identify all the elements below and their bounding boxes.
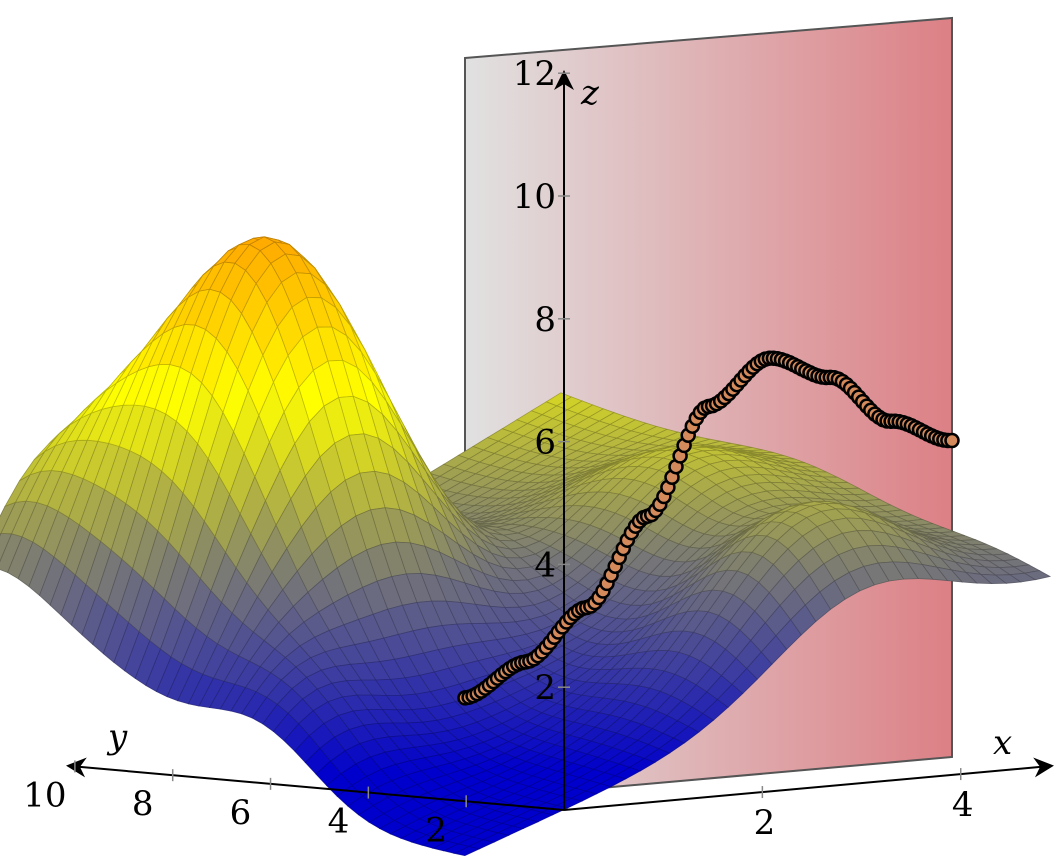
y-tick-label: 2 — [425, 810, 447, 850]
x-axis-label: x — [993, 723, 1012, 763]
y-tick-label: 10 — [23, 775, 66, 815]
y-axis-line — [66, 757, 565, 811]
z-tick-label: 10 — [513, 177, 556, 217]
surface-patch — [1023, 570, 1052, 581]
axes: 2 4 6 8 10 12 2 4 2 4 6 8 10 — [23, 54, 1054, 850]
x-tick-label: 2 — [754, 803, 776, 843]
y-tick-label: 6 — [230, 793, 252, 833]
curve-markers — [457, 350, 960, 706]
y-tick-label: 4 — [328, 802, 350, 842]
z-tick-label: 8 — [534, 300, 556, 340]
z-tick-label: 12 — [513, 54, 556, 94]
x-axis-line — [563, 757, 1054, 811]
curve-marker — [944, 432, 960, 449]
y-tick-label: 8 — [132, 784, 154, 824]
axis-labels: x y z — [106, 73, 1012, 763]
ticks: 2 4 6 8 10 12 2 4 2 4 6 8 10 — [23, 54, 973, 850]
surface-mesh — [0, 236, 1052, 857]
z-tick-label: 2 — [534, 668, 556, 708]
z-axis-label: z — [580, 73, 600, 113]
z-tick-label: 6 — [534, 423, 556, 463]
x-tick-label: 4 — [952, 785, 974, 825]
y-axis-label: y — [106, 717, 128, 757]
z-tick-label: 4 — [534, 545, 556, 585]
